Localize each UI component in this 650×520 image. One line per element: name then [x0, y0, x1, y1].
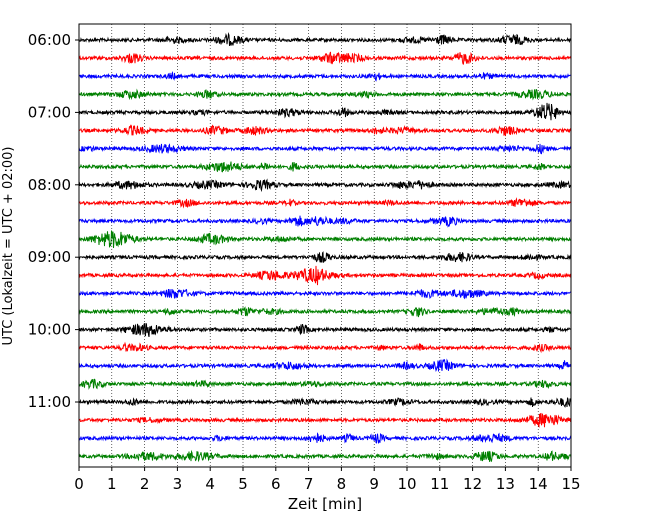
seismic-trace — [78, 432, 572, 444]
plot-background — [79, 24, 571, 467]
seismic-trace — [78, 358, 572, 373]
seismic-trace — [78, 215, 572, 228]
seismic-trace — [78, 397, 572, 408]
x-axis-label: Zeit [min] — [288, 495, 362, 513]
seismic-trace — [78, 178, 572, 193]
seismic-trace — [78, 51, 572, 65]
seismic-trace — [78, 197, 572, 209]
grid-lines — [111, 24, 539, 467]
seismic-trace — [78, 124, 572, 137]
x-tick-label: 3 — [173, 475, 183, 493]
x-tick-label: 8 — [337, 475, 347, 493]
x-tick-label: 6 — [271, 475, 281, 493]
x-tick-label: 15 — [561, 475, 580, 493]
x-tick-label: 9 — [369, 475, 379, 493]
y-tick-label: 07:00 — [28, 103, 71, 121]
x-tick-label: 13 — [496, 475, 515, 493]
x-tick-label: 1 — [107, 475, 117, 493]
y-tick-label: 09:00 — [28, 248, 71, 266]
seismic-trace — [78, 449, 572, 463]
x-tick-label: 7 — [304, 475, 314, 493]
seismic-trace — [78, 102, 572, 121]
y-tick-label: 11:00 — [28, 393, 71, 411]
seismic-trace — [78, 71, 572, 82]
seismic-trace — [78, 143, 572, 155]
x-tick-label: 2 — [140, 475, 150, 493]
seismic-trace — [78, 265, 572, 286]
y-axis-ticks: 06:00 07:00 08:00 09:00 10:00 11:00 — [28, 31, 79, 411]
seismic-trace — [78, 322, 572, 338]
x-tick-label: 0 — [74, 475, 84, 493]
plot-frame — [78, 23, 572, 468]
seismic-trace — [78, 230, 572, 249]
seismic-trace — [78, 306, 572, 318]
y-tick-label: 08:00 — [28, 176, 71, 194]
seismic-trace — [78, 412, 572, 428]
x-tick-label: 11 — [430, 475, 449, 493]
seismic-trace — [78, 32, 572, 46]
y-tick-label: 06:00 — [28, 31, 71, 49]
y-axis-label: UTC (Lokalzeit = UTC + 02:00) — [1, 147, 16, 346]
seismic-traces — [78, 32, 572, 463]
seismic-trace — [78, 88, 572, 101]
seismic-trace — [78, 341, 572, 354]
x-tick-label: 5 — [238, 475, 248, 493]
x-tick-label: 10 — [397, 475, 416, 493]
seismic-trace — [78, 161, 572, 173]
seismic-trace — [78, 288, 572, 300]
x-tick-label: 12 — [463, 475, 482, 493]
seismic-trace — [78, 251, 572, 263]
x-tick-label: 4 — [205, 475, 215, 493]
x-axis-ticks: 0 1 2 3 4 5 6 7 8 9 10 11 12 13 14 15 — [74, 467, 581, 493]
seismic-trace — [78, 378, 572, 390]
y-tick-label: 10:00 — [28, 321, 71, 339]
x-tick-label: 14 — [529, 475, 548, 493]
